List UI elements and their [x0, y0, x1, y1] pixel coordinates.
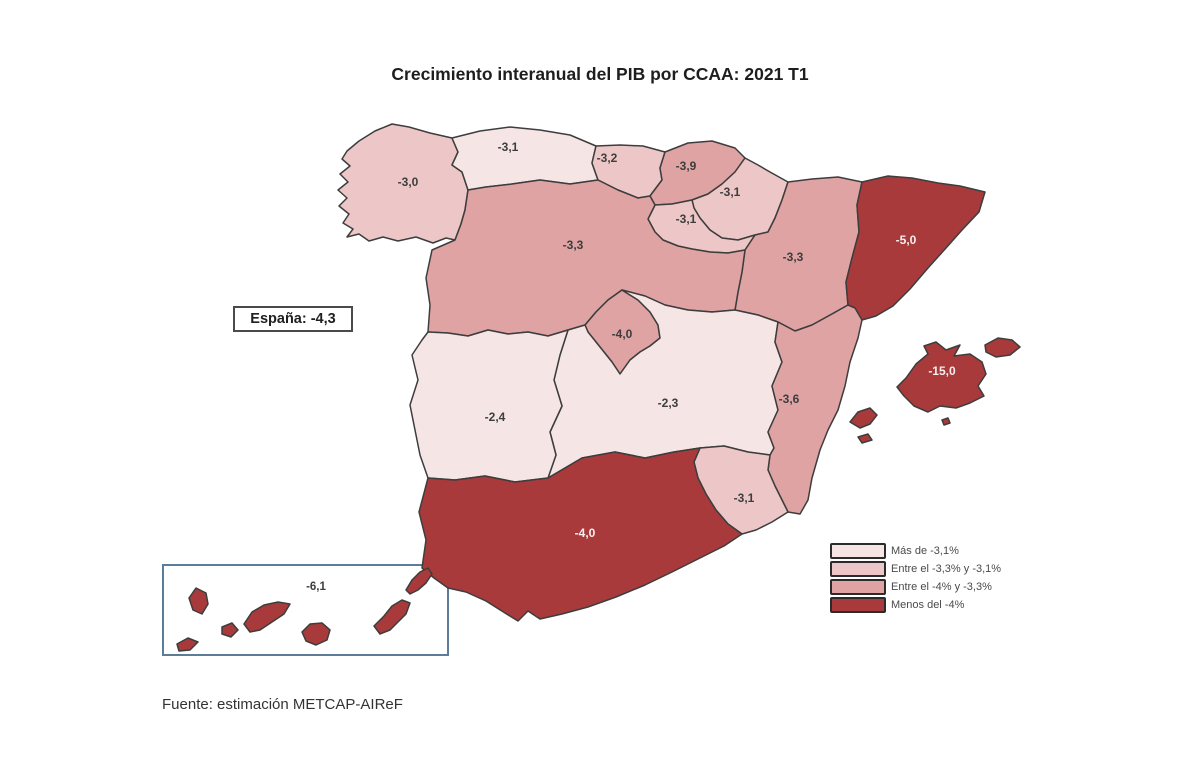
region-extremadura [409, 329, 569, 483]
region-value-label-andalucia: -4,0 [575, 526, 596, 540]
region-value-label-cataluna: -5,0 [896, 233, 917, 247]
legend-item: Menos del -4% [830, 596, 1001, 614]
region-value-label-castillayleon: -3,3 [563, 238, 584, 252]
legend-label: Entre el -3,3% y -3,1% [891, 563, 1002, 575]
region-value-label-baleares: -15,0 [928, 364, 956, 378]
region-baleares [849, 337, 1021, 444]
legend-label: Entre el -4% y -3,3% [891, 581, 992, 593]
region-value-label-castillalamancha: -2,3 [658, 396, 679, 410]
region-value-label-madrid: -4,0 [612, 327, 633, 341]
region-cataluna [845, 175, 986, 321]
region-value-label-extremadura: -2,4 [485, 410, 506, 424]
region-asturias [451, 126, 599, 191]
canary-islands-value-label: -6,1 [306, 581, 326, 593]
legend-swatch [830, 561, 886, 577]
region-value-label-galicia: -3,0 [398, 175, 419, 189]
region-value-label-paisvasco: -3,9 [676, 159, 697, 173]
region-value-label-larioja: -3,1 [676, 212, 697, 226]
source-note: Fuente: estimación METCAP-AIReF [162, 696, 403, 713]
region-value-label-cantabria: -3,2 [597, 151, 618, 165]
national-value-box: España: -4,3 [233, 306, 353, 332]
region-value-label-murcia: -3,1 [734, 491, 755, 505]
legend-swatch [830, 597, 886, 613]
legend-label: Más de -3,1% [891, 545, 959, 557]
region-value-label-asturias: -3,1 [498, 140, 519, 154]
national-value-label: España: -4,3 [250, 311, 336, 327]
chart-title: Crecimiento interanual del PIB por CCAA:… [391, 64, 809, 84]
legend-label: Menos del -4% [891, 599, 965, 611]
legend-item: Entre el -3,3% y -3,1% [830, 560, 1001, 578]
legend-item: Entre el -4% y -3,3% [830, 578, 1001, 596]
legend-swatch [830, 579, 886, 595]
region-value-label-valencia: -3,6 [779, 392, 800, 406]
legend-item: Más de -3,1% [830, 542, 1001, 560]
legend: Más de -3,1% Entre el -3,3% y -3,1% Entre … [830, 542, 1001, 614]
region-value-label-navarra: -3,1 [720, 185, 741, 199]
legend-swatch [830, 543, 886, 559]
region-andalucia [418, 447, 743, 622]
region-valencia [767, 304, 863, 515]
region-value-label-aragon: -3,3 [783, 250, 804, 264]
region-canarias [176, 567, 433, 652]
